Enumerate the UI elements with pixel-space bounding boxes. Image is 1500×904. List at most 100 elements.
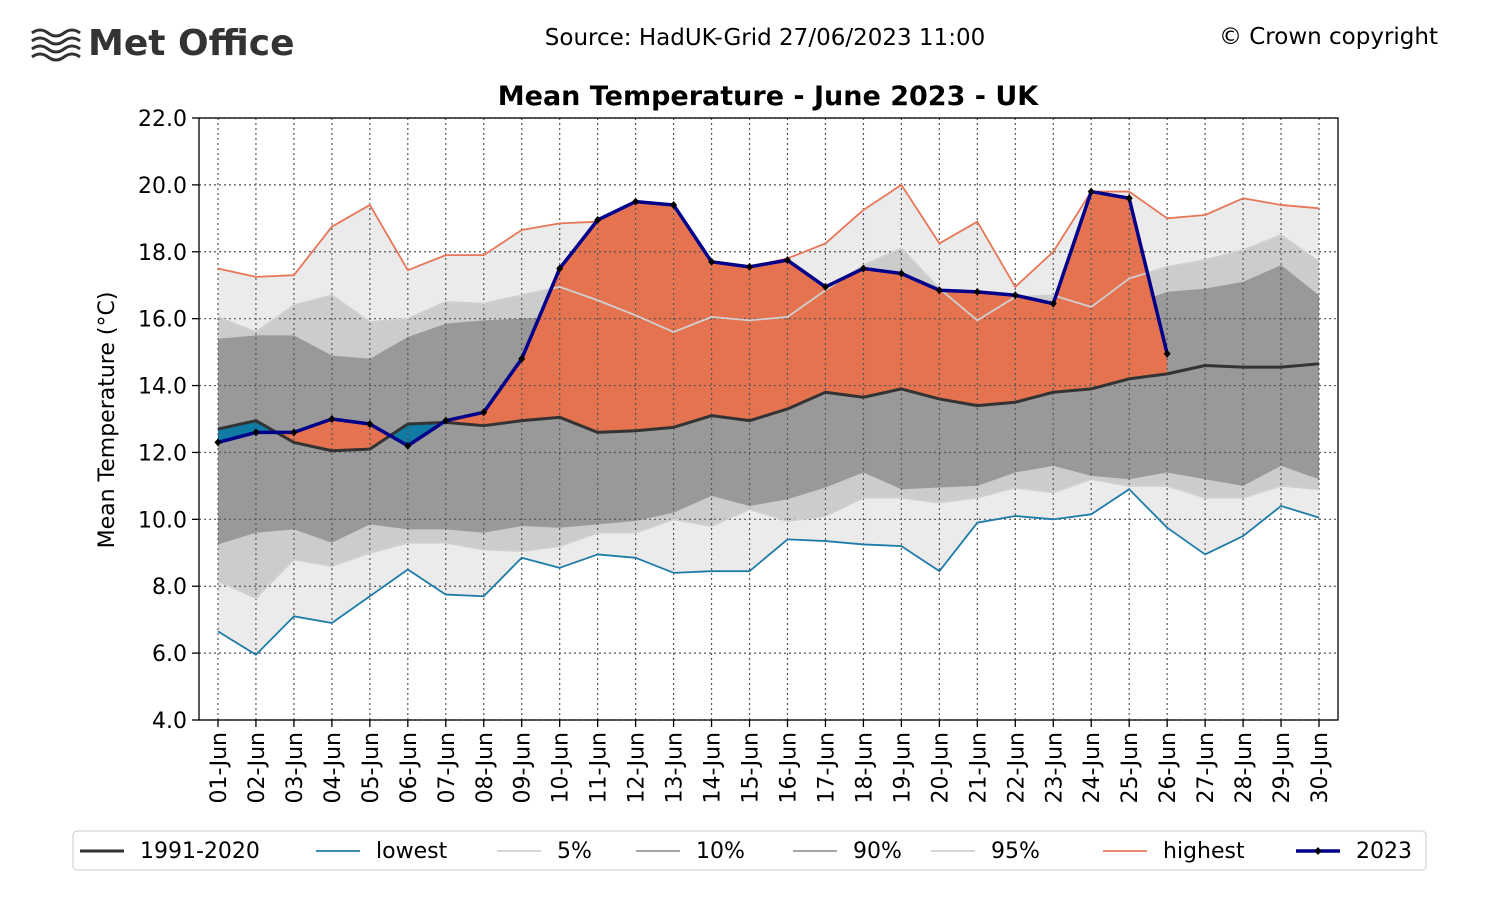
- x-tick-label: 29-Jun: [1270, 732, 1295, 804]
- anomaly-above: [1053, 191, 1092, 393]
- copyright: © Crown copyright: [1219, 24, 1438, 50]
- anomaly-above: [825, 268, 864, 398]
- legend-label: lowest: [376, 839, 448, 864]
- data-point: [480, 408, 488, 417]
- x-tick-label: 18-Jun: [852, 732, 877, 804]
- y-tick-label: 12.0: [138, 441, 187, 466]
- x-tick-label: 11-Jun: [587, 732, 612, 804]
- anomaly-above: [635, 201, 674, 431]
- series-line: [217, 362, 1320, 453]
- anomaly-above: [483, 358, 522, 426]
- data-point: [859, 264, 867, 273]
- plot-frame: [198, 117, 1339, 721]
- anomaly-above: [939, 290, 978, 406]
- chart-title: Mean Temperature - June 2023 - UK: [498, 81, 1040, 112]
- data-point: [1125, 194, 1133, 203]
- data-point: [708, 257, 716, 266]
- anomaly-above: [597, 201, 636, 433]
- data-point: [746, 262, 754, 271]
- data-point: [518, 354, 526, 363]
- data-point: [404, 441, 412, 450]
- x-tick-label: 10-Jun: [549, 732, 574, 804]
- anomaly-above: [331, 419, 370, 451]
- x-tick-label: 28-Jun: [1232, 732, 1257, 804]
- data-point: [252, 428, 260, 437]
- plot-area: 4.0 6.0 8.0 10.0 12.0 14.0 16.0 18.0 20.0 22.0 01-…: [138, 107, 1339, 804]
- data-point: [556, 264, 564, 273]
- data-point: [670, 200, 678, 209]
- legend-label: 90%: [853, 839, 902, 864]
- x-tick-label: 15-Jun: [739, 732, 764, 804]
- y-tick-label: 14.0: [138, 375, 187, 400]
- data-point: [214, 438, 222, 447]
- x-tick-label: 14-Jun: [701, 732, 726, 804]
- x-tick-label: 22-Jun: [1004, 732, 1029, 804]
- y-tick-label: 4.0: [152, 709, 187, 734]
- legend-marker: [1314, 847, 1322, 855]
- data-point: [632, 197, 640, 206]
- y-tick-label: 18.0: [138, 241, 187, 266]
- data-point: [1011, 291, 1019, 300]
- x-tick-label: 19-Jun: [890, 732, 915, 804]
- x-tick-label: 27-Jun: [1194, 732, 1219, 804]
- data-point: [290, 428, 298, 437]
- x-tick-label: 09-Jun: [511, 732, 536, 804]
- anomaly-below: [217, 420, 256, 443]
- legend-box: [72, 830, 1427, 871]
- x-tick-label: 07-Jun: [435, 732, 460, 804]
- x-tick-label: 06-Jun: [397, 732, 422, 804]
- anomaly-above: [521, 268, 560, 421]
- y-tick-label: 6.0: [152, 642, 187, 667]
- legend-label: 95%: [991, 839, 1040, 864]
- data-point: [1163, 349, 1171, 358]
- x-tick-label: 20-Jun: [928, 732, 953, 804]
- legend-label: 10%: [696, 839, 745, 864]
- legend-label: 1991-2020: [140, 839, 260, 864]
- x-tick-label: 01-Jun: [207, 732, 232, 804]
- anomaly-above: [369, 424, 391, 450]
- anomaly-above: [559, 220, 598, 433]
- legend-label: highest: [1163, 839, 1245, 864]
- x-tick-label: 23-Jun: [1042, 732, 1067, 804]
- data-point: [821, 282, 829, 291]
- anomaly-above: [1015, 295, 1054, 403]
- data-point: [442, 416, 450, 425]
- series-line: [217, 189, 1169, 448]
- data-point: [783, 256, 791, 265]
- x-tick-label: 08-Jun: [473, 732, 498, 804]
- x-tick-label: 05-Jun: [359, 732, 384, 804]
- y-axis-label: Mean Temperature (°C): [95, 292, 120, 549]
- series-line: [217, 478, 1320, 599]
- data-point: [328, 415, 336, 423]
- source: Source: HadUK-Grid 27/06/2023 11:00: [545, 25, 985, 51]
- anomaly-above: [863, 268, 902, 398]
- x-tick-label: 17-Jun: [814, 732, 839, 804]
- x-tick-label: 03-Jun: [283, 732, 308, 804]
- data-point: [366, 420, 374, 429]
- legend-label: 2023: [1356, 839, 1412, 864]
- anomaly-above: [977, 291, 1016, 406]
- data-point: [935, 286, 943, 295]
- data-point: [1087, 187, 1095, 196]
- legend: 1991-2020 lowest 5% 10% 90% 95% highest 2023: [80, 839, 1412, 864]
- data-point: [1049, 299, 1057, 308]
- x-tick-label: 12-Jun: [625, 732, 650, 804]
- y-tick-label: 10.0: [138, 508, 187, 533]
- anomaly-above: [673, 204, 712, 428]
- data-point: [973, 287, 981, 296]
- y-tick-label: 20.0: [138, 174, 187, 199]
- anomaly-above: [901, 273, 940, 399]
- x-tick-label: 16-Jun: [776, 732, 801, 804]
- logo: Met Office: [31, 23, 295, 64]
- series-line: [217, 234, 1320, 333]
- x-tick-label: 24-Jun: [1080, 732, 1105, 804]
- x-tick-label: 30-Jun: [1308, 732, 1333, 804]
- x-tick-label: 04-Jun: [321, 732, 346, 804]
- series-line: [217, 488, 1320, 656]
- y-tick-label: 8.0: [152, 575, 187, 600]
- anomaly-above: [711, 261, 750, 421]
- anomaly-above: [749, 260, 788, 421]
- x-tick-label: 13-Jun: [663, 732, 688, 804]
- y-tick-label: 22.0: [138, 107, 187, 132]
